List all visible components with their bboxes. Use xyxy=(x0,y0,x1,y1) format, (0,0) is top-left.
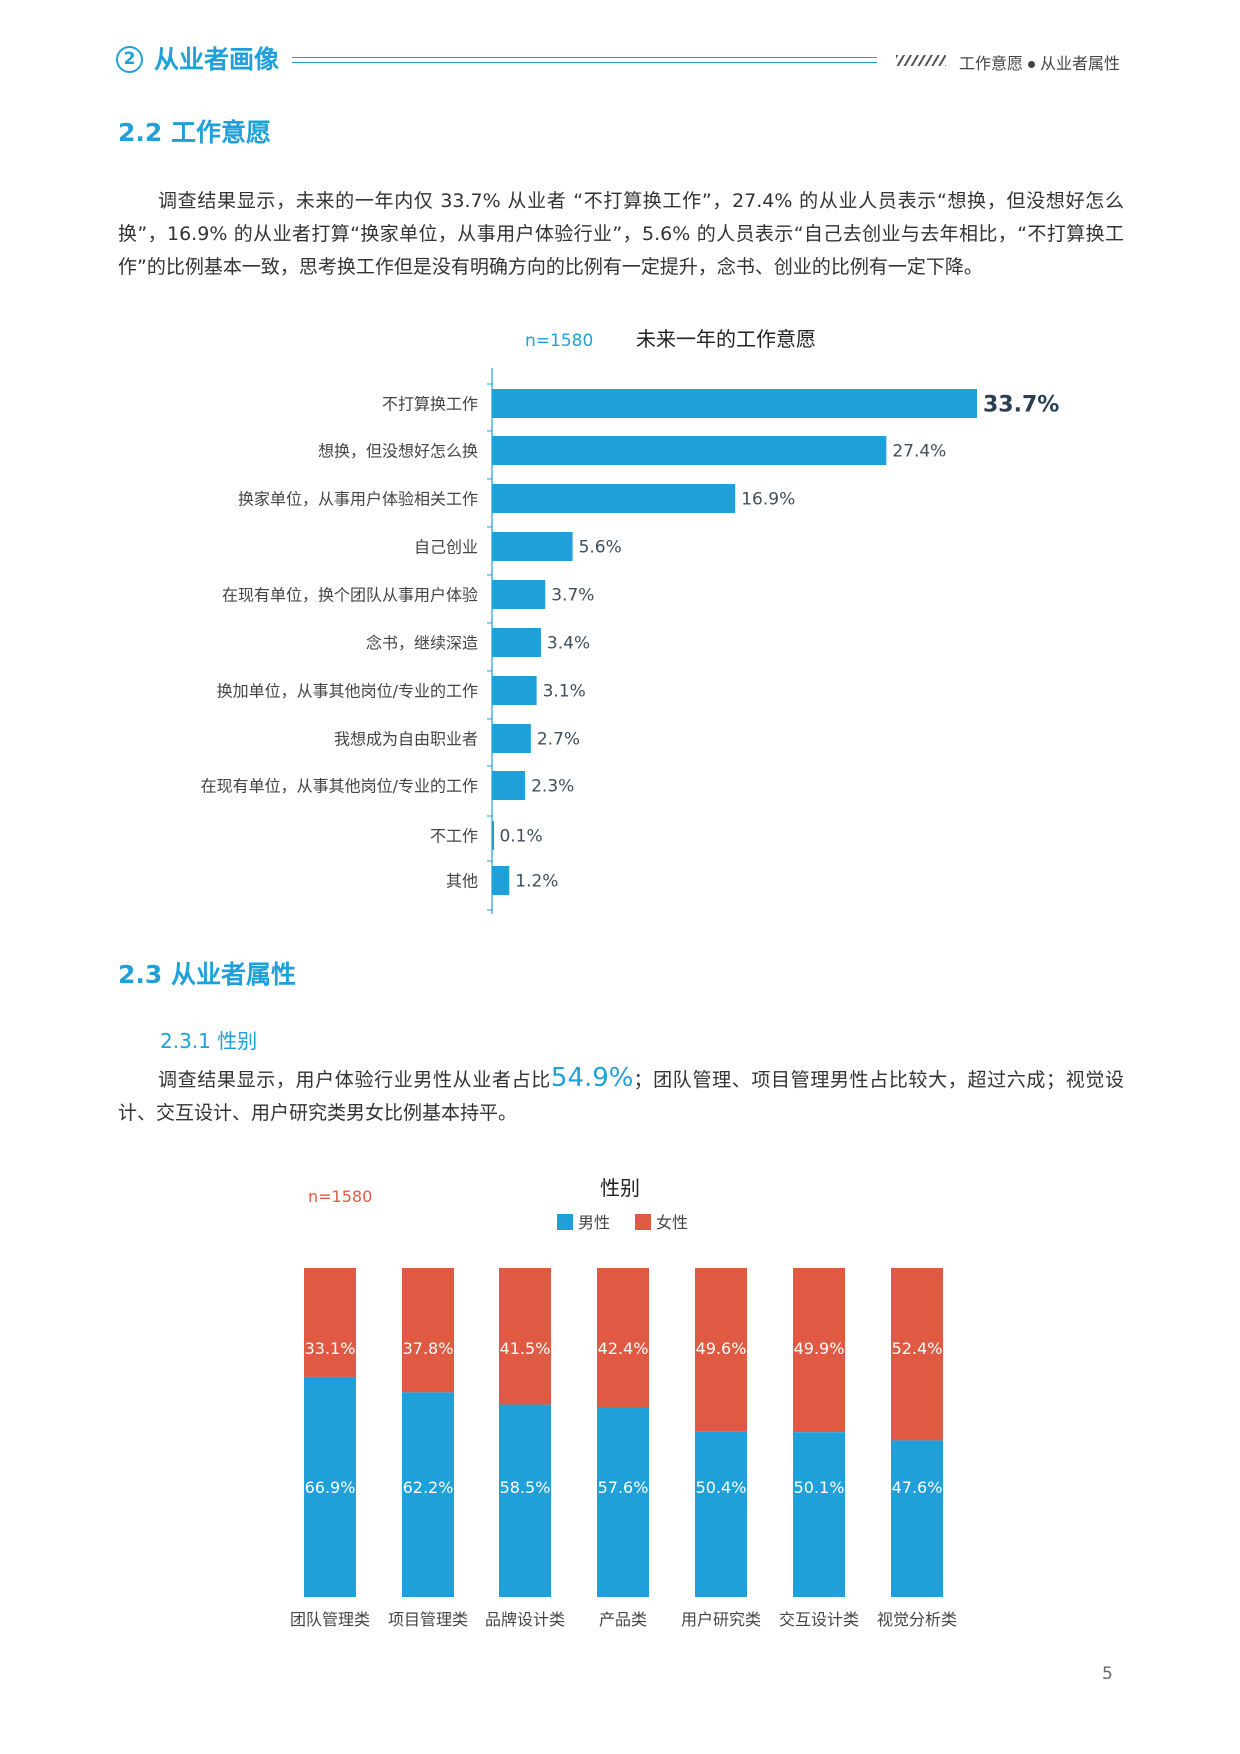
chart1-category-label: 不打算换工作 xyxy=(382,395,478,414)
chart2-bar-male xyxy=(597,1407,649,1597)
paragraph-gender: 调查结果显示，用户体验行业男性从业者占比54.9%；团队管理、项目管理男性占比较… xyxy=(118,1062,1124,1130)
chart1-value-label: 3.7% xyxy=(551,586,594,606)
chart2-female-value-label: 52.4% xyxy=(892,1339,943,1358)
chart2-male-value-label: 66.9% xyxy=(305,1478,356,1497)
chart2-male-value-label: 62.2% xyxy=(403,1478,454,1497)
chart2-category-label: 产品类 xyxy=(599,1610,647,1629)
chart2-female-value-label: 41.5% xyxy=(500,1339,551,1358)
chart2-bar-male xyxy=(402,1392,454,1597)
chart1-category-label: 其他 xyxy=(446,872,478,891)
chart2-bar-male xyxy=(793,1432,845,1597)
page-number: 5 xyxy=(1102,1664,1113,1684)
male-share-highlight: 54.9% xyxy=(550,1063,634,1093)
chart2-bar-female xyxy=(499,1268,551,1405)
chart2-bar-female xyxy=(793,1268,845,1433)
chart1-category-label: 想换，但没想好怎么换 xyxy=(318,442,478,461)
chart1-bar xyxy=(492,724,531,753)
chart1-category-label: 我想成为自由职业者 xyxy=(334,730,478,749)
chart2-category-label: 项目管理类 xyxy=(388,1610,468,1629)
breadcrumb: 工作意愿 从业者属性 xyxy=(959,50,1120,74)
chart1-bar xyxy=(492,628,541,657)
chart1-value-label: 3.4% xyxy=(547,634,590,654)
chart1-bar xyxy=(492,580,546,609)
chart1-category-label: 换加单位，从事其他岗位/专业的工作 xyxy=(217,682,478,701)
chart2-category-label: 品牌设计类 xyxy=(485,1610,565,1629)
chart1-sample-note: n=1580 xyxy=(525,331,593,351)
chart2-bar-male xyxy=(304,1376,356,1597)
chart2-female-value-label: 33.1% xyxy=(305,1339,356,1358)
chart1-value-label: 3.1% xyxy=(543,682,586,702)
chart2-female-value-label: 42.4% xyxy=(598,1339,649,1358)
chart1-value-label: 2.3% xyxy=(531,777,574,797)
chart2-sample-note: n=1580 xyxy=(308,1187,372,1206)
chart2-female-value-label: 49.6% xyxy=(696,1339,747,1358)
paragraph-gender-text-2: ；团队管理、项目管理男性占比较大，超过六成；视觉设计、交互设计、用户研究类男女比… xyxy=(118,1069,1124,1124)
chart1-value-label: 33.7% xyxy=(983,393,1059,418)
chart1-value-label: 2.7% xyxy=(537,730,580,750)
chart1-bar xyxy=(492,436,887,465)
paragraph-work-intention: 调查结果显示，未来的一年内仅 33.7% 从业者 “不打算换工作”，27.4% … xyxy=(118,190,1124,278)
chart2-title: 性别 xyxy=(600,1176,640,1200)
legend-female-label: 女性 xyxy=(656,1213,688,1232)
chart2-male-value-label: 47.6% xyxy=(892,1478,943,1497)
chart2-male-value-label: 50.4% xyxy=(696,1478,747,1497)
section-number-badge: 2 xyxy=(116,46,143,73)
chart2-female-value-label: 37.8% xyxy=(403,1339,454,1358)
legend-male-swatch xyxy=(557,1214,573,1230)
header-divider xyxy=(292,57,877,63)
paragraph-gender-text-1: 调查结果显示，用户体验行业男性从业者占比 xyxy=(158,1069,551,1091)
chart1-title: 未来一年的工作意愿 xyxy=(636,327,816,351)
chart1-bar xyxy=(492,484,736,513)
chart1-category-label: 念书，继续深造 xyxy=(366,634,478,653)
chart2-male-value-label: 57.6% xyxy=(598,1478,649,1497)
chart2-category-label: 团队管理类 xyxy=(290,1610,370,1629)
legend-female-swatch xyxy=(635,1214,651,1230)
chart2-bar-male xyxy=(499,1404,551,1597)
legend-male-label: 男性 xyxy=(578,1213,610,1232)
chart1-value-label: 27.4% xyxy=(892,442,946,462)
page-header: 2 从业者画像 工作意愿 从业者属性 xyxy=(116,42,1136,82)
chart1-value-label: 0.1% xyxy=(499,827,542,847)
section-title: 从业者画像 xyxy=(154,45,280,74)
chart1-value-label: 16.9% xyxy=(741,490,795,510)
chart2-category-label: 用户研究类 xyxy=(681,1610,761,1629)
chart1-bar xyxy=(492,532,573,561)
chart2-bar-female xyxy=(304,1268,356,1377)
chart1-bar xyxy=(492,821,494,850)
subheading-gender: 2.3.1 性别 xyxy=(160,1029,258,1053)
heading-practitioner-attributes: 2.3 从业者属性 xyxy=(118,960,296,989)
chart1-category-label: 不工作 xyxy=(430,827,478,846)
chart2-category-label: 交互设计类 xyxy=(779,1610,859,1629)
chart2-female-value-label: 49.9% xyxy=(794,1339,845,1358)
chart2-bar-male xyxy=(695,1431,747,1597)
chart2-bar-female xyxy=(695,1268,747,1432)
chart1-value-label: 5.6% xyxy=(579,538,622,558)
chart1-bar xyxy=(492,866,510,895)
chart1-category-label: 换家单位，从事用户体验相关工作 xyxy=(238,490,478,509)
header-hatch-decoration xyxy=(896,55,946,66)
chart1-bar xyxy=(492,771,526,800)
chart2-bar-female xyxy=(402,1268,454,1393)
chart1-category-label: 在现有单位，换个团队从事用户体验 xyxy=(222,586,478,605)
chart2-category-label: 视觉分析类 xyxy=(877,1610,957,1629)
chart1-category-label: 在现有单位，从事其他岗位/专业的工作 xyxy=(201,777,478,796)
chart1-value-label: 1.2% xyxy=(515,872,558,892)
chart1-category-label: 自己创业 xyxy=(414,538,478,557)
breadcrumb-item-attributes: 从业者属性 xyxy=(1040,54,1121,73)
chart2-bar-male xyxy=(891,1440,943,1597)
breadcrumb-item-work-intention: 工作意愿 xyxy=(959,54,1024,73)
chart2-bar-female xyxy=(597,1268,649,1408)
chart2-male-value-label: 50.1% xyxy=(794,1478,845,1497)
chart2-male-value-label: 58.5% xyxy=(500,1478,551,1497)
heading-work-intention: 2.2 工作意愿 xyxy=(118,118,271,147)
breadcrumb-dot-icon xyxy=(1028,61,1036,68)
chart1-bar xyxy=(492,389,977,418)
chart1-bar xyxy=(492,676,537,705)
chart2-bar-female xyxy=(891,1268,943,1441)
